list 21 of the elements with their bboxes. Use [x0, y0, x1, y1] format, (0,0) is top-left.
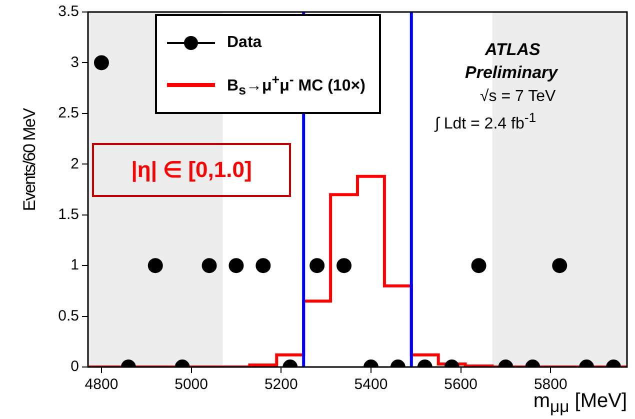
- x-tick-label: 5400: [354, 376, 388, 394]
- y-tick-label: 1.5: [58, 206, 79, 223]
- x-tick-label: 5000: [174, 376, 208, 394]
- annotation: ∫ Ldt = 2.4 fb$^{-1}$: [435, 110, 536, 134]
- x-tick-label: 4800: [84, 376, 118, 394]
- y-axis-title: Events/60 MeV: [20, 107, 40, 214]
- y-tick-label: 0.5: [58, 307, 79, 324]
- annotation: |η| ∈ [0,1.0]: [92, 143, 291, 197]
- y-tick-label: 0: [70, 358, 79, 376]
- legend-label: B$_{s}$→μ$^{+}$μ$^{-}$ MC (10×): [227, 72, 366, 98]
- y-tick-label: 3.5: [58, 3, 79, 20]
- y-tick-label: 3: [70, 54, 79, 71]
- annotation: Preliminary: [465, 63, 558, 83]
- y-tick-label: 2: [70, 155, 79, 172]
- x-tick-label: 5200: [264, 376, 298, 394]
- y-tick-label: 2.5: [58, 104, 79, 122]
- x-tick-label: 5600: [444, 376, 478, 394]
- y-tick-label: 1: [70, 256, 79, 274]
- annotation: √s = 7 TeV: [480, 88, 556, 106]
- legend-label: Data: [227, 34, 262, 52]
- annotation: ATLAS: [485, 40, 540, 60]
